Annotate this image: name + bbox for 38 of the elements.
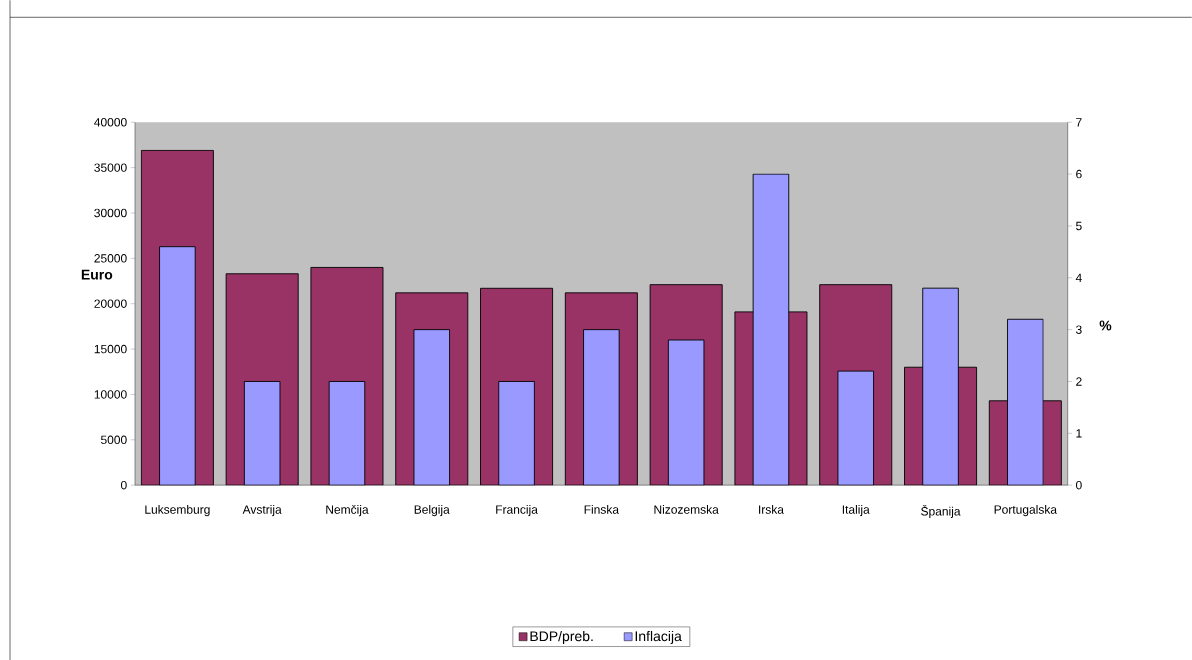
y2-tick-label: 1 bbox=[1076, 429, 1082, 438]
y2-axis-title: % bbox=[1099, 320, 1112, 331]
x-tick-label: Španija bbox=[921, 504, 961, 518]
x-tick-label: Belgija bbox=[414, 504, 450, 516]
bar bbox=[328, 380, 366, 485]
y-tick-label: 10000 bbox=[94, 390, 127, 399]
bar bbox=[159, 246, 196, 485]
x-tick-label: Luksemburg bbox=[145, 504, 210, 516]
y2-tick-label: 5 bbox=[1076, 221, 1082, 230]
y-tick-label: 30000 bbox=[94, 208, 127, 218]
bar bbox=[837, 370, 874, 485]
x-tick-label: Portugalska bbox=[994, 504, 1057, 516]
x-tick-label: Italija bbox=[842, 504, 870, 516]
y-tick-label: 15000 bbox=[94, 344, 127, 354]
y-tick-label: 35000 bbox=[94, 163, 127, 172]
y-tick-label: 0 bbox=[120, 480, 127, 490]
legend-label: BDP/preb. bbox=[530, 630, 593, 644]
bar bbox=[498, 380, 535, 485]
x-tick-label: Nemčija bbox=[326, 504, 369, 516]
y2-tick-label: 2 bbox=[1076, 377, 1082, 386]
x-tick-label: Irska bbox=[759, 504, 784, 514]
y-tick-label: 25000 bbox=[94, 253, 127, 263]
y2-tick-label: 7 bbox=[1076, 117, 1082, 127]
y2-tick-label: 3 bbox=[1075, 325, 1082, 334]
y2-tick-label: 0 bbox=[1076, 480, 1082, 490]
bar bbox=[243, 380, 281, 485]
y-tick-label: 20000 bbox=[94, 299, 127, 308]
legend-label: Inflacija bbox=[635, 630, 682, 644]
y-axis-title: Euro bbox=[81, 269, 113, 280]
x-tick-label: Finska bbox=[584, 504, 620, 514]
x-tick-label: Nizozemska bbox=[654, 504, 719, 514]
x-tick-label: Avstrija bbox=[242, 504, 282, 516]
y-tick-label: 5000 bbox=[100, 435, 127, 444]
x-tick-label: Francija bbox=[496, 504, 538, 516]
y2-tick-label: 4 bbox=[1075, 273, 1082, 282]
bar bbox=[667, 339, 705, 485]
y2-tick-label: 6 bbox=[1076, 169, 1082, 179]
y-tick-label: 40000 bbox=[94, 117, 127, 127]
